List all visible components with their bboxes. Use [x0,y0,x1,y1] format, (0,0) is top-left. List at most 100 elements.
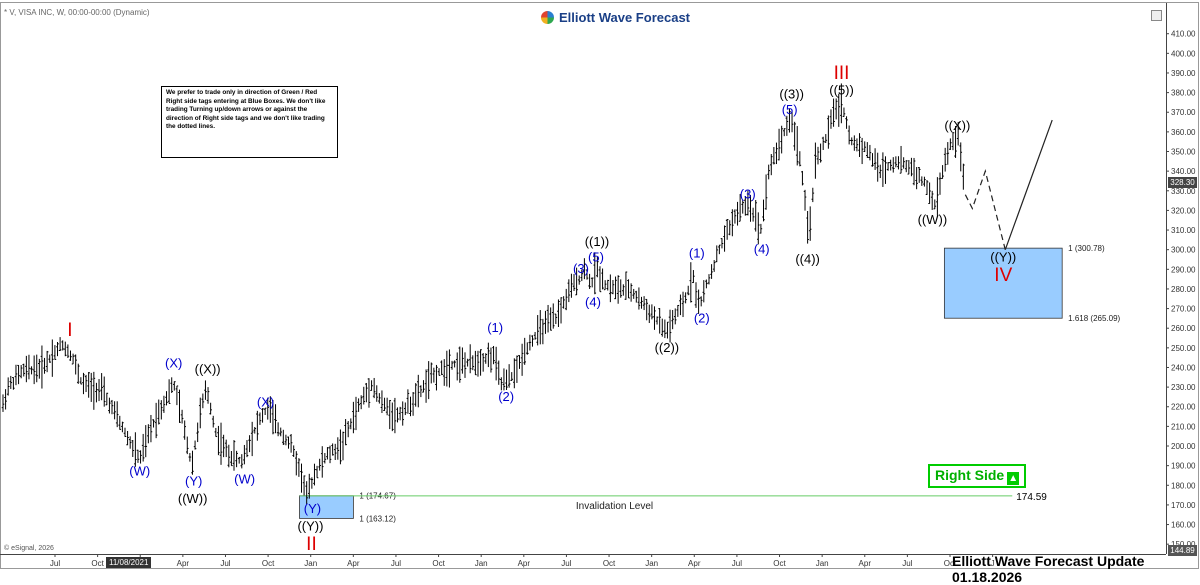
box-bottom-label: 1.618 (265.09) [1068,314,1120,323]
x-tick-label: Apr [347,559,360,568]
x-axis-ticks: Jul Oct Jan Apr Jul Oct Jan Apr Jul Oct Jan Apr Jul O… [50,554,995,568]
x-tick-label: Oct [603,559,616,568]
wave-label: (Y) [304,501,321,516]
wave-label: ((X)) [195,361,221,376]
y-tick-label: 390.00 [1171,69,1196,78]
x-tick-label: Apr [688,559,701,568]
x-tick-label: Apr [518,559,531,568]
y-tick-label: 380.00 [1171,89,1196,98]
price-bars [1,83,965,505]
wave-label: ((4)) [795,251,820,266]
x-tick-label: Jan [645,559,658,568]
logo-text: Elliott Wave Forecast [559,9,690,25]
x-tick-label: Oct [262,559,275,568]
invalidation-value: 174.59 [1016,492,1047,503]
last-price-badge: 328.30 [1168,177,1197,188]
bottom-price-badge: 144.89 [1168,545,1197,556]
wave-label: (5) [782,102,798,117]
y-tick-label: 290.00 [1171,265,1196,274]
y-tick-label: 350.00 [1171,148,1196,157]
wave-label: (4) [585,295,601,310]
x-tick-label: Apr [177,559,190,568]
box-bottom-label: 1 (163.12) [359,514,396,523]
wave-label: ((5)) [829,83,854,98]
right-side-tag: Right Side ▲ [928,464,1027,488]
wave-labels: I(W)(X)(Y)((W))((X))(W)(X)(Y)((Y))II(1)(… [67,63,1016,555]
date-badge: 11/08/2021 [106,557,152,568]
wave-label: ((X)) [944,118,970,133]
wave-label: (X) [257,395,274,410]
wave-label: (3) [740,187,756,202]
y-tick-label: 310.00 [1171,226,1196,235]
wave-label: (4) [754,242,770,257]
x-tick-label: Jan [816,559,829,568]
symbol-header: * V, VISA INC, W, 00:00-00:00 (Dynamic) [4,8,150,17]
y-tick-label: 170.00 [1171,501,1196,510]
wave-label: (1) [487,320,503,335]
wave-label: I [67,320,72,341]
y-tick-label: 210.00 [1171,422,1196,431]
target-boxes: 1 (174.67)1 (163.12)1 (300.78)1.618 (265… [299,244,1121,523]
y-tick-label: 230.00 [1171,383,1196,392]
x-tick-label: Jul [561,559,571,568]
esignal-credit: © eSignal, 2026 [4,545,54,552]
wave-label: (X) [165,355,182,370]
wave-label: ((1)) [585,234,610,249]
x-tick-label: Jul [391,559,401,568]
chart-frame [0,2,1199,569]
y-tick-label: 280.00 [1171,285,1196,294]
projection-dashed [964,169,1006,250]
box-top-label: 1 (300.78) [1068,244,1105,253]
wave-label: ((W)) [918,212,948,227]
y-tick-label: 250.00 [1171,344,1196,353]
y-tick-label: 320.00 [1171,206,1196,215]
wave-label: (2) [498,389,514,404]
wave-label: (W) [129,463,150,478]
x-tick-label: Jul [902,559,912,568]
projection-solid [1004,119,1053,250]
invalidation-level: Invalidation Level 174.59 [299,492,1047,512]
wave-label: II [306,534,317,555]
y-tick-label: 190.00 [1171,462,1196,471]
price-chart[interactable]: 1 (174.67)1 (163.12)1 (300.78)1.618 (265… [0,0,1200,571]
y-tick-label: 370.00 [1171,108,1196,117]
logo: Elliott Wave Forecast [541,8,690,26]
x-tick-label: J [991,559,995,568]
y-axis-ticks: 150.00 160.00 170.00 180.00 190.00 200.00 210.… [1166,30,1196,549]
up-arrow-icon: ▲ [1007,472,1020,485]
wave-label: (2) [694,310,710,325]
y-tick-label: 400.00 [1171,49,1196,58]
y-tick-label: 220.00 [1171,403,1196,412]
footer-title: Elliott Wave Forecast Update 01.18.2026 [952,553,1145,585]
x-tick-label: Apr [859,559,872,568]
x-tick-label: Oct [944,559,957,568]
y-tick-label: 270.00 [1171,305,1196,314]
y-tick-label: 340.00 [1171,167,1196,176]
invalidation-label: Invalidation Level [576,501,653,512]
wave-label: ((Y)) [990,249,1016,264]
projection-path [964,119,1053,250]
x-tick-label: Jul [220,559,230,568]
wave-label: (5) [588,249,604,264]
trading-note: We prefer to trade only in direction of … [161,86,338,158]
y-tick-label: 330.00 [1171,187,1196,196]
x-tick-label: Oct [432,559,445,568]
y-tick-label: 150.00 [1171,540,1196,549]
x-tick-label: Jan [475,559,488,568]
wave-label: III [834,63,850,84]
wave-label: IV [994,265,1012,286]
y-tick-label: 300.00 [1171,246,1196,255]
y-tick-label: 260.00 [1171,324,1196,333]
y-tick-label: 200.00 [1171,442,1196,451]
window-icon[interactable] [1151,10,1162,21]
y-tick-label: 240.00 [1171,363,1196,372]
wave-label: ((W)) [178,491,208,506]
blue-box [943,247,1063,319]
y-tick-label: 360.00 [1171,128,1196,137]
y-tick-label: 180.00 [1171,481,1196,490]
wave-label: (3) [573,261,589,276]
wave-label: (1) [689,246,705,261]
x-tick-label: Jan [304,559,317,568]
x-tick-label: Oct [91,559,104,568]
x-tick-label: Jul [732,559,742,568]
